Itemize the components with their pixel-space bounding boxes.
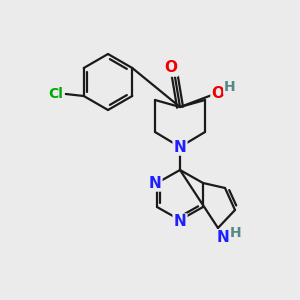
Text: O: O <box>164 61 178 76</box>
Text: N: N <box>217 230 230 245</box>
Text: H: H <box>224 80 236 94</box>
Text: Cl: Cl <box>48 87 63 101</box>
Text: N: N <box>174 140 186 154</box>
Text: O: O <box>212 85 224 100</box>
Text: H: H <box>230 226 242 240</box>
Text: N: N <box>174 214 186 230</box>
Text: N: N <box>148 176 161 190</box>
